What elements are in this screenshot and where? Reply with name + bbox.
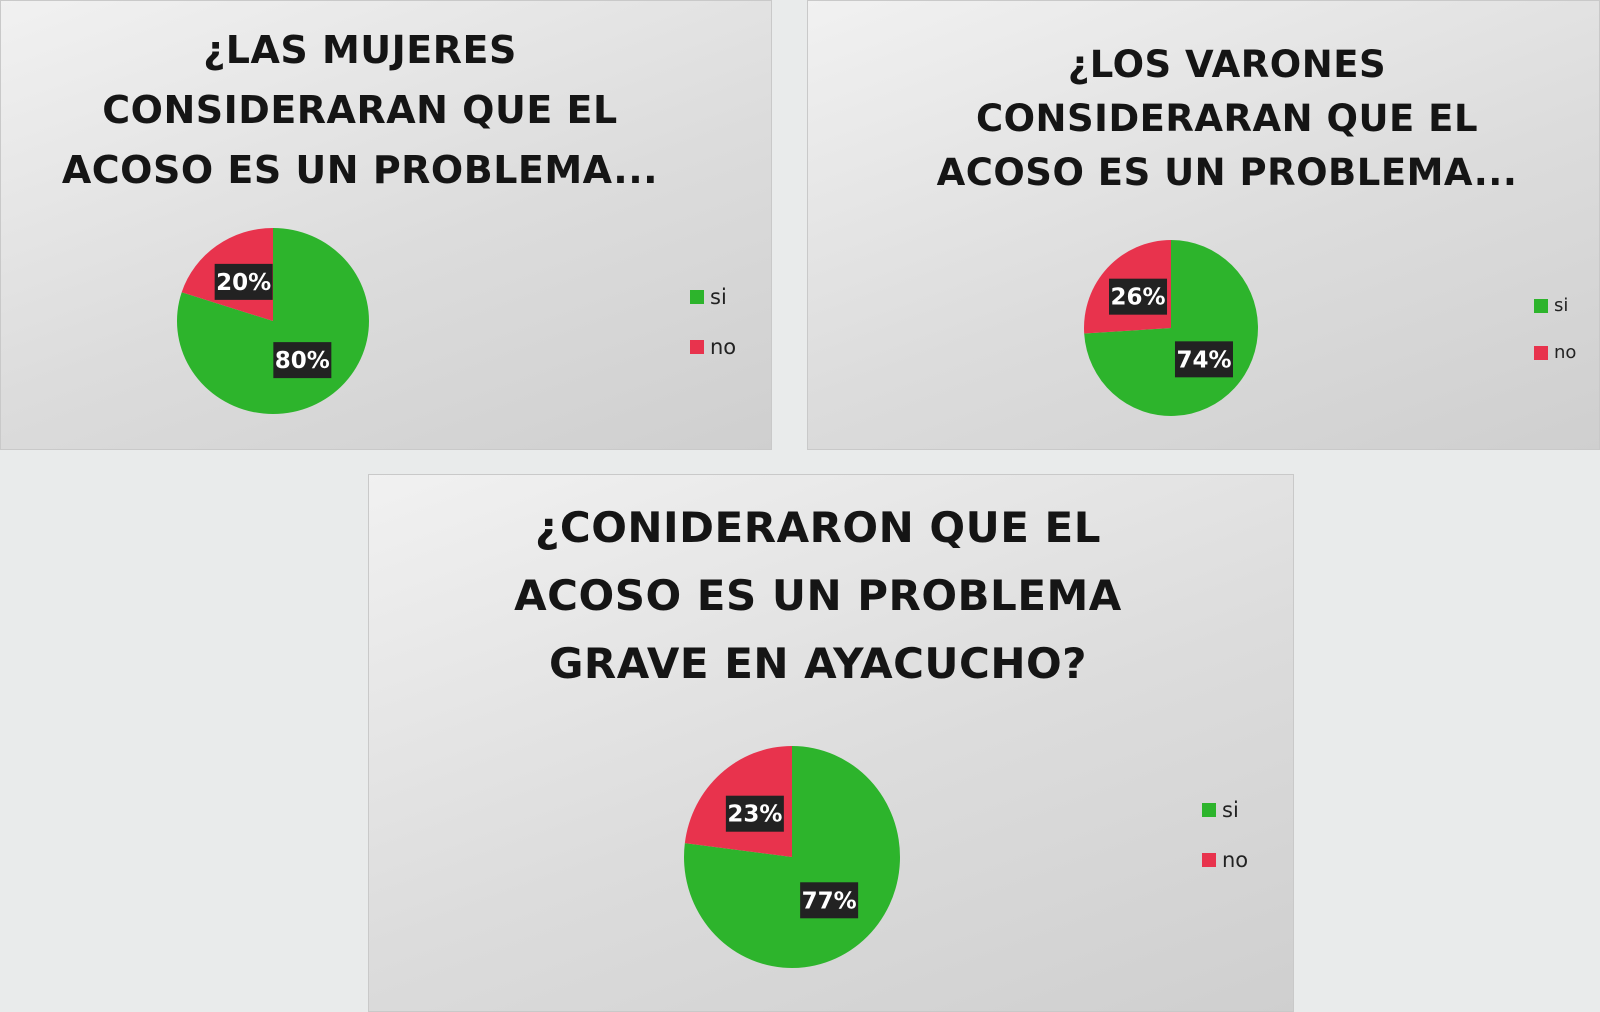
legend-item-si: si [690,285,736,309]
data-label-bg [1174,341,1233,378]
legend-label: si [1222,798,1239,822]
legend-swatch [1534,298,1548,313]
chart-title-line: ACOSO ES UN PROBLEMA... [61,148,659,192]
chart-legend: si no [690,285,736,385]
legend-label: no [1554,342,1577,363]
legend-label: si [1554,295,1569,316]
legend-swatch [1534,345,1548,360]
legend-swatch [690,290,704,304]
legend-label: no [1222,848,1249,872]
legend-label: si [710,285,727,309]
data-label-si: 80% [275,348,330,374]
chart-panel-mujeres: ¿LAS MUJERES CONSIDERARAN QUE EL ACOSO E… [0,0,772,450]
chart-title-line: ¿CONIDERARON QUE EL [535,503,1101,552]
data-label-bg [1109,278,1168,315]
data-label-bg [214,263,273,300]
legend-item-no: no [1534,342,1576,363]
legend-item-no: no [1202,848,1248,872]
chart-title-line: ACOSO ES UN PROBLEMA... [936,151,1518,194]
chart-title-line: GRAVE EN AYACUCHO? [548,639,1088,688]
chart-title-line: CONSIDERARAN QUE EL [102,88,618,132]
legend-swatch [1202,853,1216,867]
data-label-bg [273,342,332,379]
chart-title-line: ACOSO ES UN PROBLEMA [514,571,1122,620]
data-label-bg [725,795,784,832]
pie-chart: 74% 26% [1084,240,1258,416]
chart-title-line: ¿LOS VARONES [1067,43,1387,86]
chart-title-line: CONSIDERARAN QUE EL [975,97,1479,140]
chart-panel-varones: ¿LOS VARONES CONSIDERARAN QUE EL ACOSO E… [807,0,1600,450]
data-label-si: 77% [802,888,857,914]
chart-legend: si no [1534,295,1576,389]
legend-item-si: si [1534,295,1576,316]
chart-title: ¿LOS VARONES CONSIDERARAN QUE EL ACOSO E… [907,38,1547,200]
data-label-bg [800,882,859,919]
pie-chart: 80% 20% [177,228,370,414]
data-label-no: 26% [1110,285,1165,311]
chart-title: ¿LAS MUJERES CONSIDERARAN QUE EL ACOSO E… [0,20,720,200]
chart-panel-ayacucho: ¿CONIDERARON QUE EL ACOSO ES UN PROBLEMA… [368,474,1294,1012]
pie-chart: 77% 23% [684,746,900,968]
data-label-no: 23% [727,802,782,828]
legend-item-no: no [690,335,736,359]
legend-label: no [710,335,737,359]
legend-swatch [1202,803,1216,817]
legend-item-si: si [1202,798,1248,822]
chart-legend: si no [1202,798,1248,898]
data-label-no: 20% [216,270,271,296]
legend-swatch [690,340,704,354]
data-label-si: 74% [1176,347,1231,373]
chart-title-line: ¿LAS MUJERES [203,28,517,72]
chart-title: ¿CONIDERARON QUE EL ACOSO ES UN PROBLEMA… [488,494,1148,698]
